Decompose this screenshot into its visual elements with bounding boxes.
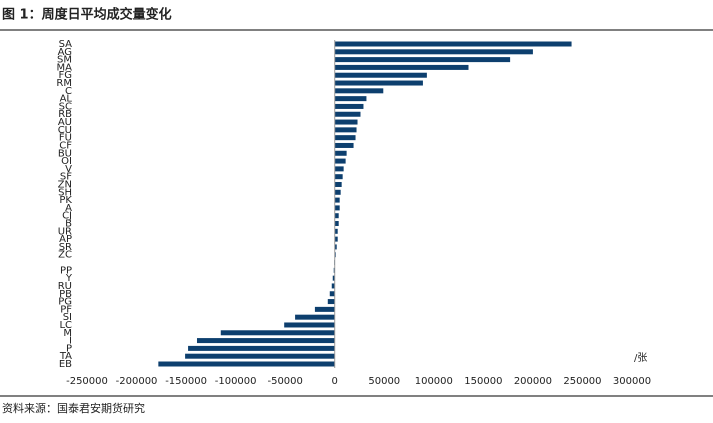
bar	[331, 283, 335, 289]
bar	[332, 275, 335, 281]
y-tick-label: BU	[58, 148, 72, 159]
bar	[185, 353, 335, 359]
bar	[334, 166, 344, 172]
y-tick-label: C	[65, 86, 72, 97]
bar	[334, 197, 340, 203]
x-tick-label: 0	[332, 376, 338, 387]
x-tick-label: -100000	[215, 376, 257, 387]
bar	[220, 330, 335, 336]
y-tick-label: P	[66, 343, 72, 354]
y-tick-label: SA	[59, 39, 73, 50]
y-tick-label: FU	[59, 133, 72, 144]
y-tick-label: CF	[59, 140, 72, 151]
bar	[334, 174, 343, 180]
x-tick-label: 100000	[415, 376, 453, 387]
x-tick-label: 300000	[613, 376, 651, 387]
y-tick-label: PK	[59, 195, 72, 206]
bar	[334, 72, 427, 78]
bar	[334, 111, 361, 117]
bar	[334, 49, 533, 55]
y-tick-label: RU	[58, 281, 72, 292]
y-tick-label: Y	[65, 273, 73, 284]
y-tick-label: SI	[63, 312, 72, 323]
y-tick-label: AP	[59, 234, 72, 245]
bar	[334, 150, 347, 156]
bar	[334, 57, 511, 63]
bar	[334, 158, 346, 164]
bar	[334, 189, 341, 195]
bar	[334, 213, 339, 219]
bar	[329, 291, 335, 297]
y-tick-label: UR	[58, 226, 72, 237]
bar	[295, 314, 335, 320]
x-tick-label: -150000	[165, 376, 207, 387]
y-tick-label: PF	[60, 304, 72, 315]
bar	[284, 322, 335, 328]
y-tick-label: OI	[61, 156, 72, 167]
bar	[334, 181, 342, 187]
bar	[334, 228, 338, 234]
x-tick-label: 200000	[514, 376, 552, 387]
y-tick-label: A	[65, 203, 72, 214]
y-tick-label: LC	[59, 320, 72, 331]
y-tick-label: RM	[56, 78, 72, 89]
bar	[334, 64, 469, 70]
y-tick-label: PB	[59, 289, 72, 300]
y-tick-label: MA	[57, 62, 73, 73]
bar	[334, 142, 354, 148]
x-tick-label: 50000	[368, 376, 400, 387]
y-tick-label: AL	[60, 94, 73, 105]
y-tick-label: ZN	[58, 179, 72, 190]
y-tick-label: AG	[58, 47, 72, 58]
y-tick-label: AU	[58, 117, 72, 128]
bar	[334, 135, 356, 141]
y-tick-label: SH	[58, 187, 72, 198]
bar	[334, 96, 367, 102]
bar	[334, 221, 339, 227]
x-tick-label: 250000	[563, 376, 601, 387]
bar	[196, 338, 335, 344]
bar	[314, 306, 335, 312]
y-tick-label: M	[63, 328, 72, 339]
source: 资料来源：国泰君安期货研究	[2, 401, 145, 415]
bar	[327, 299, 335, 305]
y-tick-label: I	[69, 336, 72, 347]
y-tick-label: PP	[60, 265, 72, 276]
bar	[334, 205, 340, 211]
y-tick-label: CJ	[62, 211, 72, 222]
bar	[334, 80, 423, 86]
y-tick-label: TA	[59, 351, 72, 362]
y-tick-label: ZC	[58, 250, 72, 261]
x-tick-label: -200000	[116, 376, 158, 387]
bar	[334, 244, 337, 250]
y-tick-label: FG	[58, 70, 72, 81]
bar	[334, 41, 572, 47]
x-tick-label: -250000	[66, 376, 108, 387]
bar	[334, 127, 357, 133]
y-tick-label: SF	[60, 172, 72, 183]
bar	[334, 119, 358, 125]
y-tick-label: PG	[58, 297, 72, 308]
bar	[334, 103, 364, 109]
y-tick-label: V	[65, 164, 72, 175]
unit-label: /张	[634, 352, 647, 364]
chart-title: 图 1：周度日平均成交量变化	[2, 7, 172, 23]
bar	[334, 88, 384, 94]
bar	[158, 361, 335, 367]
y-tick-label: SR	[59, 242, 72, 253]
y-tick-label: SC	[59, 101, 72, 112]
bar	[188, 345, 335, 351]
y-tick-label: SM	[57, 55, 72, 66]
y-tick-label: CU	[58, 125, 72, 136]
bar	[334, 236, 338, 242]
y-tick-label: EB	[59, 359, 72, 370]
x-tick-label: -50000	[267, 376, 302, 387]
x-tick-label: 150000	[464, 376, 502, 387]
y-tick-label: B	[65, 219, 72, 230]
y-tick-label: RB	[58, 109, 72, 120]
